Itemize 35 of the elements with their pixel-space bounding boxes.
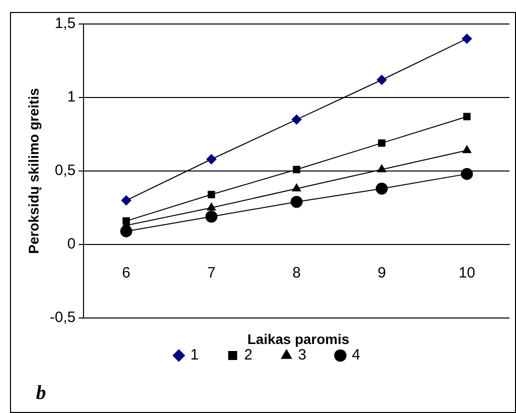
point xyxy=(292,166,300,174)
point xyxy=(462,34,472,44)
point xyxy=(121,195,132,206)
point xyxy=(292,114,302,125)
y-tick-label: 0 xyxy=(67,236,76,253)
x-tick-label: 8 xyxy=(292,264,301,282)
x-tick-label: 10 xyxy=(458,264,476,282)
legend-label: 1 xyxy=(190,346,199,364)
legend-label: 4 xyxy=(352,346,360,364)
point xyxy=(463,112,471,120)
point xyxy=(460,168,473,180)
point xyxy=(376,182,388,195)
y-axis-title: Peroksidų skilimo greitis xyxy=(25,88,42,254)
legend-label: 3 xyxy=(298,346,306,364)
point xyxy=(205,210,218,223)
point xyxy=(122,217,130,225)
legend-label: 2 xyxy=(244,346,252,364)
x-tick-label: 9 xyxy=(378,264,386,282)
point xyxy=(290,196,303,208)
point xyxy=(376,74,387,85)
point xyxy=(292,184,301,192)
x-tick-label: 7 xyxy=(207,264,216,282)
point xyxy=(206,154,216,164)
y-tick-label: 1,5 xyxy=(54,15,76,32)
y-tick-label: -0,5 xyxy=(50,309,76,326)
x-axis-title: Laikas paromis xyxy=(247,330,350,347)
point xyxy=(378,139,386,147)
point xyxy=(207,202,216,210)
x-tick-label: 6 xyxy=(122,264,130,282)
y-tick-label: 1 xyxy=(67,88,76,106)
point xyxy=(377,164,386,172)
point xyxy=(208,190,216,198)
y-tick-label: 0,5 xyxy=(54,162,76,180)
text: b xyxy=(36,382,46,405)
point xyxy=(462,145,472,154)
